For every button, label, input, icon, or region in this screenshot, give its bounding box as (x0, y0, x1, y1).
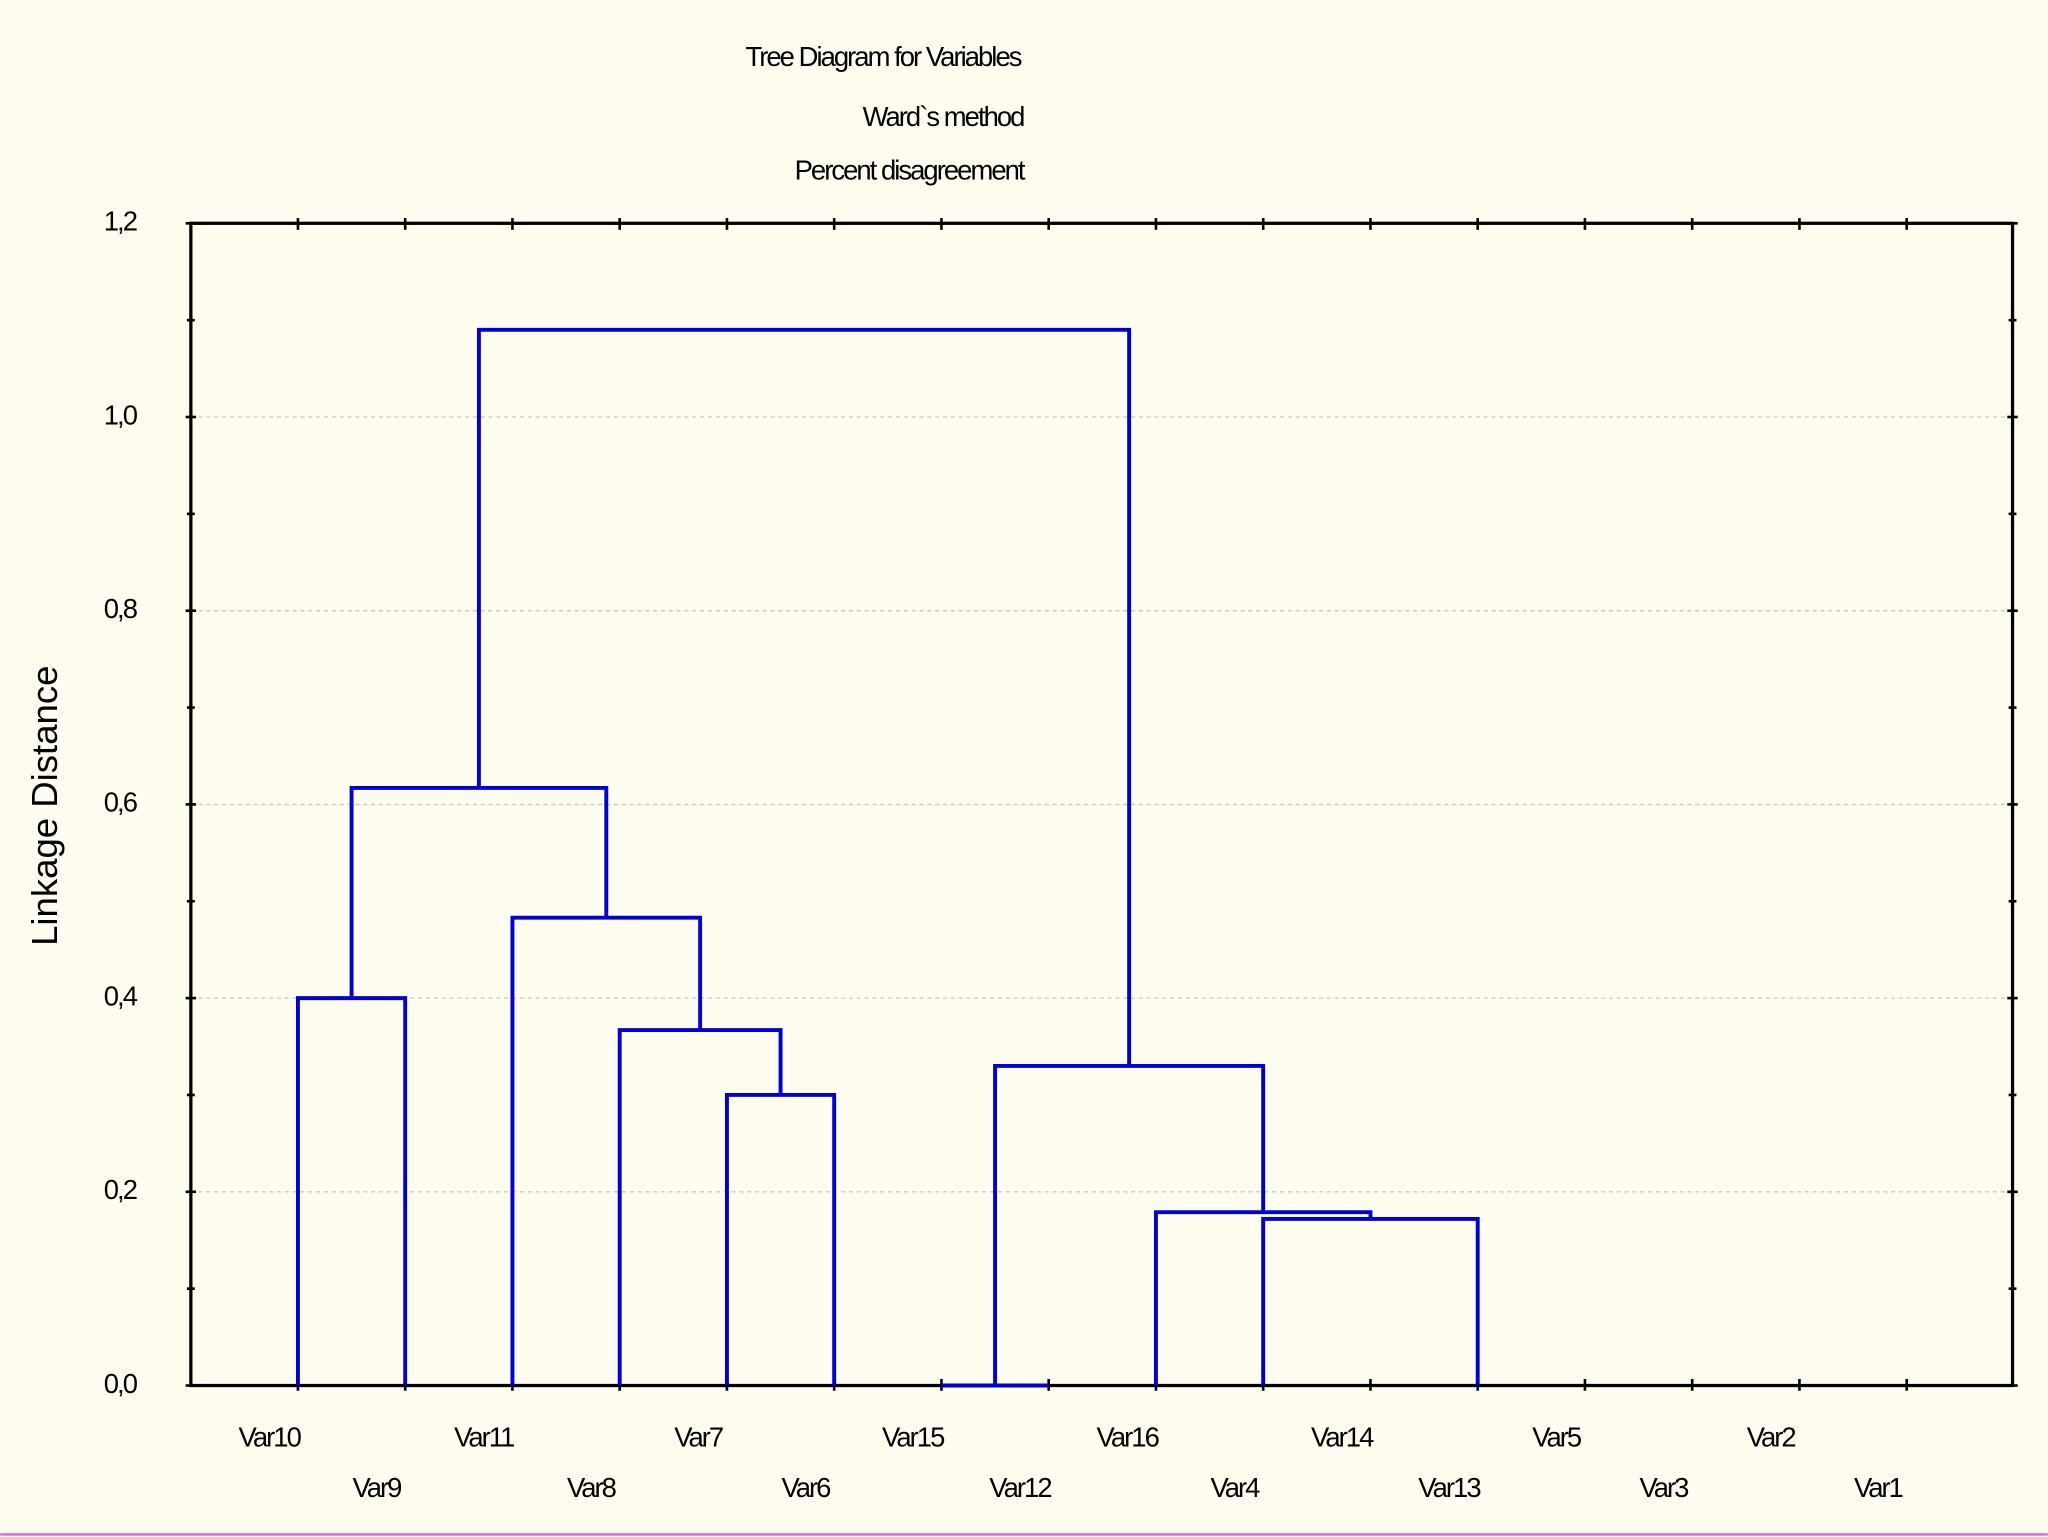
x-tick-label: Var3 (1639, 1472, 1689, 1503)
x-tick-label: Var6 (781, 1472, 831, 1503)
x-tick-label: Var10 (239, 1421, 302, 1452)
dendrogram-link (476, 327, 1132, 1066)
y-tick-label: 0,0 (104, 1368, 138, 1399)
chart-subtitle: Percent disagreement (795, 155, 1026, 186)
chart-title: Tree Diagram for Variables (745, 41, 1021, 72)
x-tick-label: Var16 (1097, 1421, 1160, 1452)
dendrogram-link (349, 785, 609, 999)
y-tick-label: 0,8 (104, 593, 138, 624)
x-tick-label: Var5 (1532, 1421, 1582, 1452)
x-tick-label: Var2 (1747, 1421, 1796, 1452)
y-axis-label: Linkage Distance (24, 666, 65, 946)
y-tick-label: 1,2 (104, 206, 137, 237)
x-tick-label: Var7 (674, 1421, 723, 1452)
x-tick-label: Var11 (454, 1421, 514, 1452)
x-tick-label: Var8 (567, 1472, 617, 1503)
x-tick-label: Var14 (1311, 1421, 1374, 1452)
dendrogram-link (1153, 1210, 1373, 1386)
y-tick-label: 0,6 (104, 787, 138, 818)
y-tick-label: 0,4 (104, 980, 138, 1011)
x-tick-label: Var13 (1418, 1472, 1481, 1503)
x-tick-label: Var9 (352, 1472, 401, 1503)
x-tick-label: Var4 (1210, 1472, 1260, 1503)
x-tick-label: Var1 (1854, 1472, 1903, 1503)
y-tick-label: 1,0 (104, 399, 138, 430)
x-tick-label: Var15 (882, 1421, 945, 1452)
chart-subtitle: Ward`s method (863, 101, 1025, 132)
y-tick-label: 0,2 (104, 1174, 137, 1205)
x-tick-label: Var12 (989, 1472, 1051, 1503)
